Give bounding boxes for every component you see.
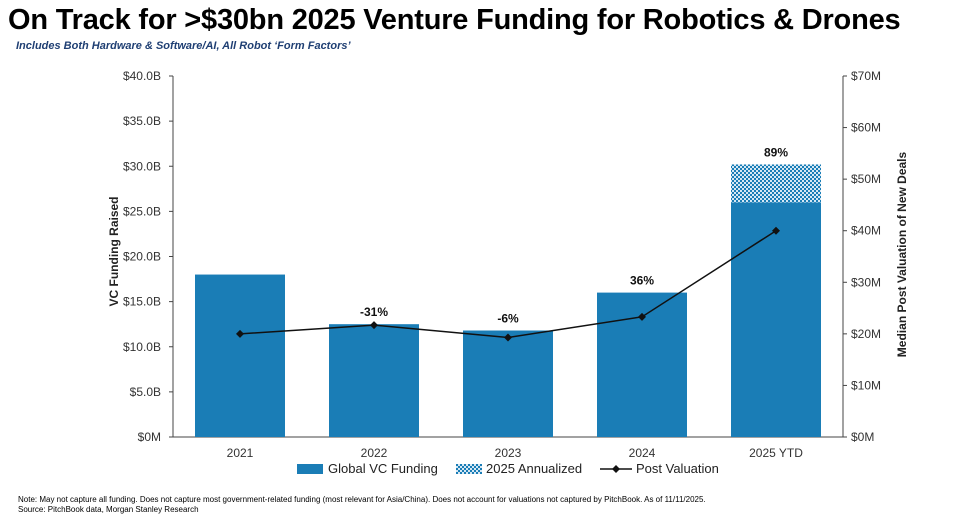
bar-data-label: -6% xyxy=(497,312,519,326)
right-tick-label: $60M xyxy=(851,121,881,135)
right-tick-label: $0M xyxy=(851,430,874,444)
funding-chart: $0M $5.0B $10.0B $15.0B $20.0B $25.0B $30.0B $3… xyxy=(107,69,909,476)
post-valuation-point xyxy=(504,333,512,342)
x-tick-label: 2025 YTD xyxy=(749,446,803,460)
legend-label-2025-annualized: 2025 Annualized xyxy=(486,461,582,476)
bar-global-vc-funding xyxy=(195,274,285,437)
x-tick-label: 2021 xyxy=(227,446,254,460)
bar-data-label: -31% xyxy=(360,305,388,319)
bar-data-label: 36% xyxy=(630,274,654,288)
right-tick-label: $10M xyxy=(851,378,881,392)
y2-axis-title: Median Post Valuation of New Deals xyxy=(895,151,909,357)
x-tick-label: 2023 xyxy=(495,446,522,460)
bar-data-label: 89% xyxy=(764,145,788,159)
post-valuation-point xyxy=(772,226,780,235)
footnote-source: Source: PitchBook data, Morgan Stanley R… xyxy=(18,505,199,514)
page-title: On Track for >$30bn 2025 Venture Funding… xyxy=(8,4,901,36)
right-tick-label: $40M xyxy=(851,224,881,238)
bar-global-vc-funding xyxy=(731,202,821,437)
left-tick-label: $0M xyxy=(138,430,161,444)
left-tick-label: $40.0B xyxy=(123,69,161,83)
left-tick-label: $15.0B xyxy=(123,295,161,309)
bar-global-vc-funding xyxy=(329,324,419,437)
left-tick-label: $10.0B xyxy=(123,340,161,354)
post-valuation-point xyxy=(638,312,646,321)
legend-label-global-vc-funding: Global VC Funding xyxy=(328,461,438,476)
post-valuation-point xyxy=(370,321,378,330)
right-tick-label: $50M xyxy=(851,172,881,186)
left-tick-label: $30.0B xyxy=(123,159,161,173)
left-tick-label: $5.0B xyxy=(130,385,161,399)
right-tick-label: $30M xyxy=(851,275,881,289)
left-tick-label: $20.0B xyxy=(123,250,161,264)
post-valuation-point xyxy=(236,329,244,338)
footnote: Note: May not capture all funding. Does … xyxy=(18,495,706,515)
legend-marker-post-valuation xyxy=(612,465,620,473)
legend-label-post-valuation: Post Valuation xyxy=(636,461,719,476)
legend-swatch-global-vc-funding xyxy=(297,464,323,474)
legend-swatch-2025-annualized xyxy=(456,464,482,474)
x-tick-label: 2022 xyxy=(361,446,388,460)
right-tick-label: $70M xyxy=(851,69,881,83)
right-tick-label: $20M xyxy=(851,327,881,341)
y-axis-title: VC Funding Raised xyxy=(107,196,121,306)
footnote-note: Note: May not capture all funding. Does … xyxy=(18,495,706,504)
x-tick-label: 2024 xyxy=(629,446,656,460)
page-subtitle: Includes Both Hardware & Software/AI, Al… xyxy=(16,40,351,52)
left-tick-label: $35.0B xyxy=(123,114,161,128)
bar-2025-annualized xyxy=(731,164,821,203)
bar-global-vc-funding xyxy=(463,330,553,437)
left-tick-label: $25.0B xyxy=(123,204,161,218)
